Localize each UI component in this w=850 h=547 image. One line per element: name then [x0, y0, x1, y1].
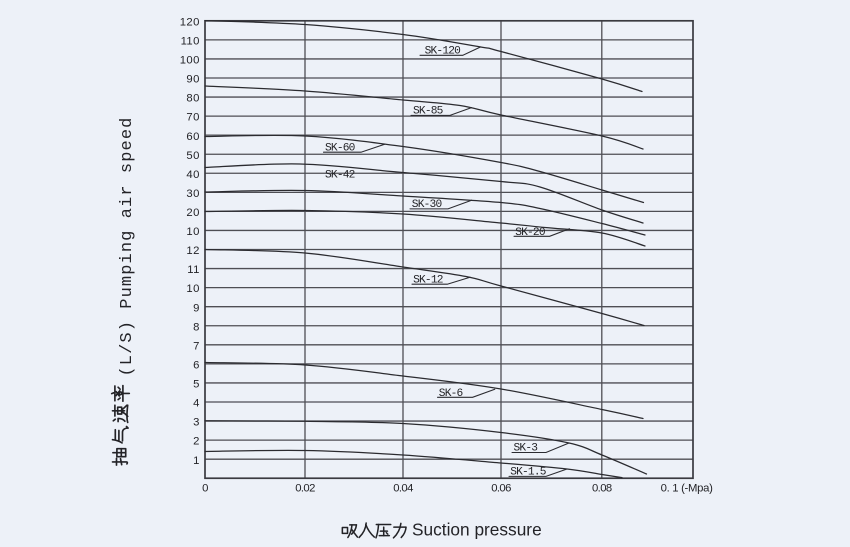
svg-text:(L/S) Pumping air speed: (L/S) Pumping air speed [118, 117, 137, 377]
svg-text:0: 0 [202, 483, 208, 495]
svg-text:30: 30 [186, 188, 199, 200]
svg-text:0.06: 0.06 [491, 483, 511, 495]
svg-text:7: 7 [193, 340, 200, 352]
svg-text:3: 3 [193, 417, 200, 429]
svg-text:120: 120 [180, 16, 200, 28]
svg-text:80: 80 [186, 93, 199, 105]
svg-text:20: 20 [186, 207, 199, 219]
svg-text:11: 11 [187, 264, 200, 276]
svg-text:SK-85: SK-85 [413, 106, 443, 118]
svg-text:110: 110 [181, 35, 200, 47]
svg-text:1: 1 [193, 455, 200, 467]
svg-text:8: 8 [193, 321, 200, 333]
svg-text:40: 40 [186, 169, 199, 181]
svg-text:9: 9 [193, 302, 200, 314]
svg-text:SK-20: SK-20 [515, 227, 546, 239]
svg-text:SK-30: SK-30 [412, 199, 443, 211]
svg-text:SK-3: SK-3 [514, 443, 538, 455]
svg-text:0.08: 0.08 [592, 483, 612, 495]
svg-text:SK-1.5: SK-1.5 [510, 467, 546, 479]
svg-text:2: 2 [193, 436, 200, 448]
svg-text:5: 5 [193, 379, 200, 391]
svg-text:SK-120: SK-120 [425, 45, 462, 57]
svg-text:SK-60: SK-60 [325, 142, 356, 154]
svg-text:Suction pressure: Suction pressure [412, 519, 542, 539]
svg-text:90: 90 [186, 74, 199, 86]
svg-text:10: 10 [186, 226, 199, 238]
svg-text:0. 1 (-Mpa): 0. 1 (-Mpa) [661, 483, 713, 495]
svg-text:70: 70 [186, 112, 199, 124]
svg-text:50: 50 [186, 150, 199, 162]
svg-text:SK-12: SK-12 [413, 274, 443, 286]
svg-text:SK-6: SK-6 [439, 388, 463, 400]
svg-text:12: 12 [186, 245, 199, 257]
svg-text:10: 10 [186, 283, 199, 295]
svg-text:6: 6 [193, 359, 200, 371]
svg-text:60: 60 [186, 131, 199, 143]
svg-text:4: 4 [193, 398, 200, 410]
svg-text:100: 100 [180, 55, 200, 67]
svg-text:0.04: 0.04 [393, 483, 413, 495]
svg-text:SK-42: SK-42 [325, 170, 355, 182]
svg-text:0.02: 0.02 [295, 483, 315, 495]
